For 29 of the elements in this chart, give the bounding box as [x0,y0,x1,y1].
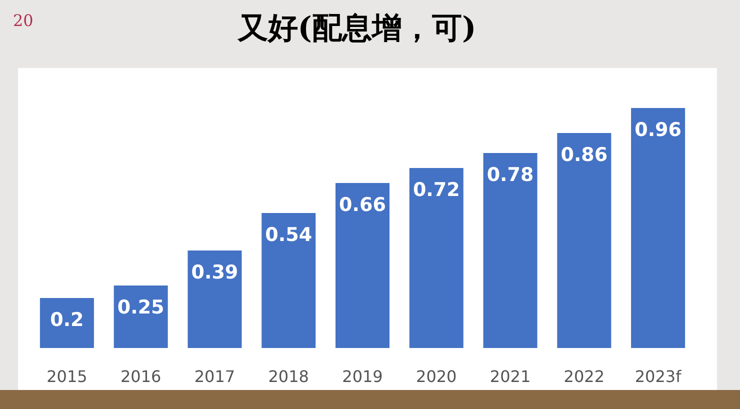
bar [40,298,94,348]
bar [631,108,686,348]
chart-title: 又好(配息增，可) [236,11,476,46]
data-label: 0.39 [191,262,238,284]
data-label: 0.86 [560,144,608,166]
bar [262,213,316,348]
bar [114,286,168,348]
bar [557,133,612,348]
data-label: 0.78 [486,164,534,186]
x-tick-label: 2020 [416,367,457,386]
data-label: 0.72 [412,179,460,201]
x-tick-label: 2019 [342,367,383,386]
data-label: 0.2 [50,309,84,331]
bar [483,153,538,348]
x-tick-label: 2017 [194,367,236,386]
x-tick-label: 2018 [268,367,309,386]
text: 20 [13,11,34,30]
bar [336,183,390,348]
x-tick-label: 2016 [120,367,162,386]
bar [188,250,242,348]
x-tick-label: 2022 [564,367,605,386]
data-label: 0.66 [339,194,386,216]
bar [409,168,464,348]
x-tick-label: 2023f [634,367,682,386]
data-label: 0.96 [634,119,682,141]
x-tick-label: 2021 [490,367,531,386]
data-label: 0.25 [117,296,164,318]
x-tick-label: 2015 [46,367,88,386]
data-label: 0.54 [265,224,312,246]
